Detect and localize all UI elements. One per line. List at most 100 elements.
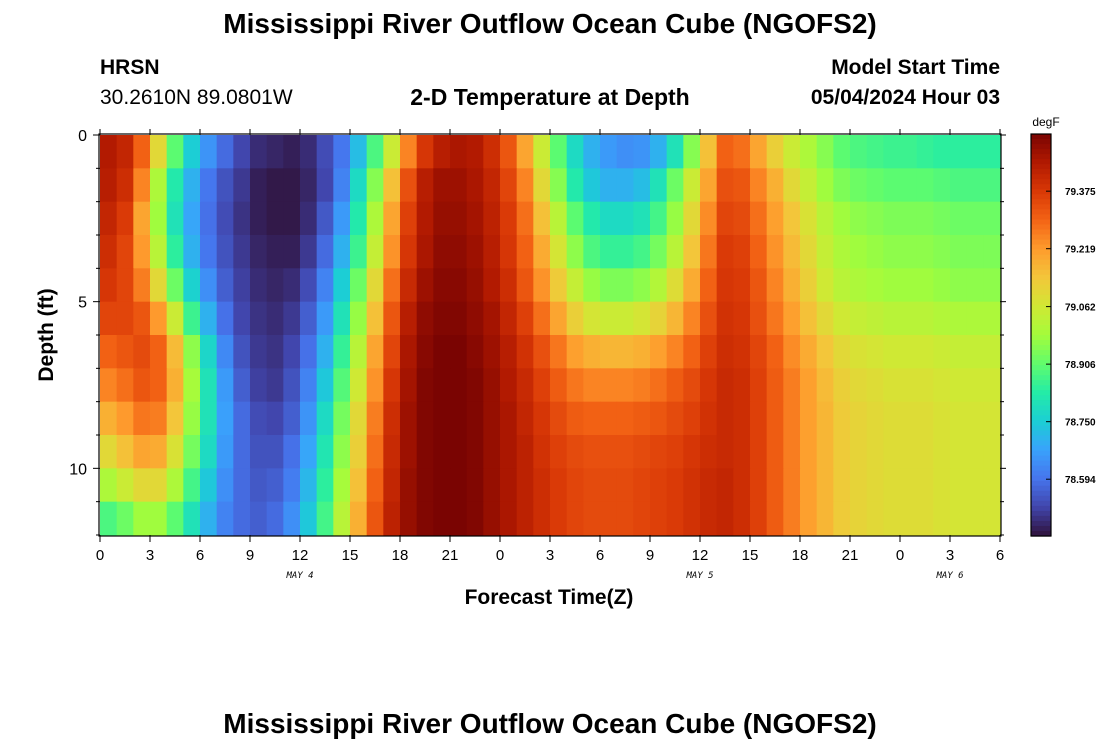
colorbar-swatch [1031, 495, 1051, 502]
heatmap-cell [916, 235, 934, 269]
heatmap-cell [833, 335, 851, 369]
heatmap-cell [650, 301, 668, 336]
heatmap-cell [416, 235, 434, 269]
heatmap-cell [950, 368, 968, 403]
heatmap-cell [416, 501, 434, 536]
heatmap-cell [116, 135, 134, 169]
colorbar-swatch [1031, 455, 1051, 462]
heatmap-cell [300, 368, 318, 403]
heatmap-cell [450, 201, 468, 236]
heatmap-cell [250, 268, 268, 303]
heatmap-cell [900, 468, 918, 503]
heatmap-cell [900, 501, 918, 536]
heatmap-cell [233, 235, 251, 269]
heatmap-cell [833, 368, 851, 403]
heatmap-cell [983, 168, 1001, 203]
colorbar-swatch [1031, 480, 1051, 487]
heatmap-cell [683, 468, 701, 503]
heatmap-cell [500, 468, 518, 503]
colorbar-swatch [1031, 510, 1051, 517]
heatmap-cell [500, 235, 518, 269]
heatmap-cell [350, 468, 368, 503]
heatmap-cell [616, 135, 634, 169]
heatmap-cell [400, 268, 418, 303]
heatmap-cell [600, 368, 618, 403]
heatmap-cell [916, 401, 934, 436]
heatmap-cell [366, 135, 384, 169]
heatmap-cell [366, 401, 384, 436]
heatmap-cell [566, 368, 584, 403]
heatmap-cell [466, 368, 484, 403]
heatmap-cell [400, 201, 418, 236]
heatmap-cell [233, 435, 251, 469]
heatmap-cell [250, 335, 268, 369]
heatmap-cell [516, 168, 534, 203]
heatmap-cell [516, 268, 534, 303]
plot-title: 2-D Temperature at Depth [410, 84, 690, 110]
heatmap-cell [566, 501, 584, 536]
heatmap-cell [716, 335, 734, 369]
heatmap-cell [483, 468, 501, 503]
heatmap-cell [700, 301, 718, 336]
heatmap-cell [450, 301, 468, 336]
heatmap-cell [633, 301, 651, 336]
heatmap-cell [333, 401, 351, 436]
heatmap-cell [466, 335, 484, 369]
heatmap-cell [500, 368, 518, 403]
colorbar-swatch [1031, 304, 1051, 311]
heatmap-cell [283, 368, 301, 403]
heatmap-cell [383, 268, 401, 303]
heatmap-cell [800, 401, 818, 436]
heatmap-cell [616, 401, 634, 436]
heatmap-cell [200, 501, 218, 536]
colorbar-swatch [1031, 199, 1051, 205]
heatmap-cell [433, 468, 451, 503]
heatmap-cell [750, 435, 768, 469]
heatmap-cell [283, 235, 301, 269]
heatmap-cell [250, 435, 268, 469]
heatmap-cell [533, 235, 551, 269]
heatmap-cell [550, 401, 568, 436]
heatmap-cell [983, 401, 1001, 436]
colorbar-swatch [1031, 174, 1051, 180]
heatmap-cell [600, 301, 618, 336]
heatmap-cell [533, 335, 551, 369]
heatmap-cell [466, 135, 484, 169]
heatmap-cell [233, 135, 251, 169]
heatmap-cell [233, 501, 251, 536]
heatmap-cell [533, 201, 551, 236]
colorbar-swatch [1031, 239, 1051, 246]
heatmap-cell [133, 468, 151, 503]
heatmap-cell [533, 468, 551, 503]
heatmap-cell [583, 135, 601, 169]
heatmap-cell [850, 235, 868, 269]
heatmap-cell [316, 468, 334, 503]
heatmap-cell [666, 201, 684, 236]
heatmap-cell [133, 435, 151, 469]
heatmap-cell [666, 501, 684, 536]
heatmap-cell [500, 301, 518, 336]
heatmap-cell [183, 201, 201, 236]
heatmap-cell [800, 135, 818, 169]
heatmap-cell [216, 235, 234, 269]
heatmap-cell [850, 368, 868, 403]
heatmap-cell [333, 135, 351, 169]
heatmap-cell [883, 135, 901, 169]
heatmap-cell [333, 235, 351, 269]
heatmap-cell [616, 201, 634, 236]
heatmap-cell [550, 268, 568, 303]
heatmap-cell [900, 401, 918, 436]
heatmap-cell [666, 135, 684, 169]
heatmap-cell [533, 501, 551, 536]
heatmap-cell [316, 268, 334, 303]
heatmap-cell [433, 401, 451, 436]
colorbar-swatch [1031, 465, 1051, 472]
heatmap-cell [400, 301, 418, 336]
heatmap-cell [850, 301, 868, 336]
heatmap-cell [716, 168, 734, 203]
heatmap-cell [916, 301, 934, 336]
heatmap-cell [816, 368, 834, 403]
heatmap-cell [366, 168, 384, 203]
heatmap-cell [166, 335, 184, 369]
heatmap-cell [233, 401, 251, 436]
